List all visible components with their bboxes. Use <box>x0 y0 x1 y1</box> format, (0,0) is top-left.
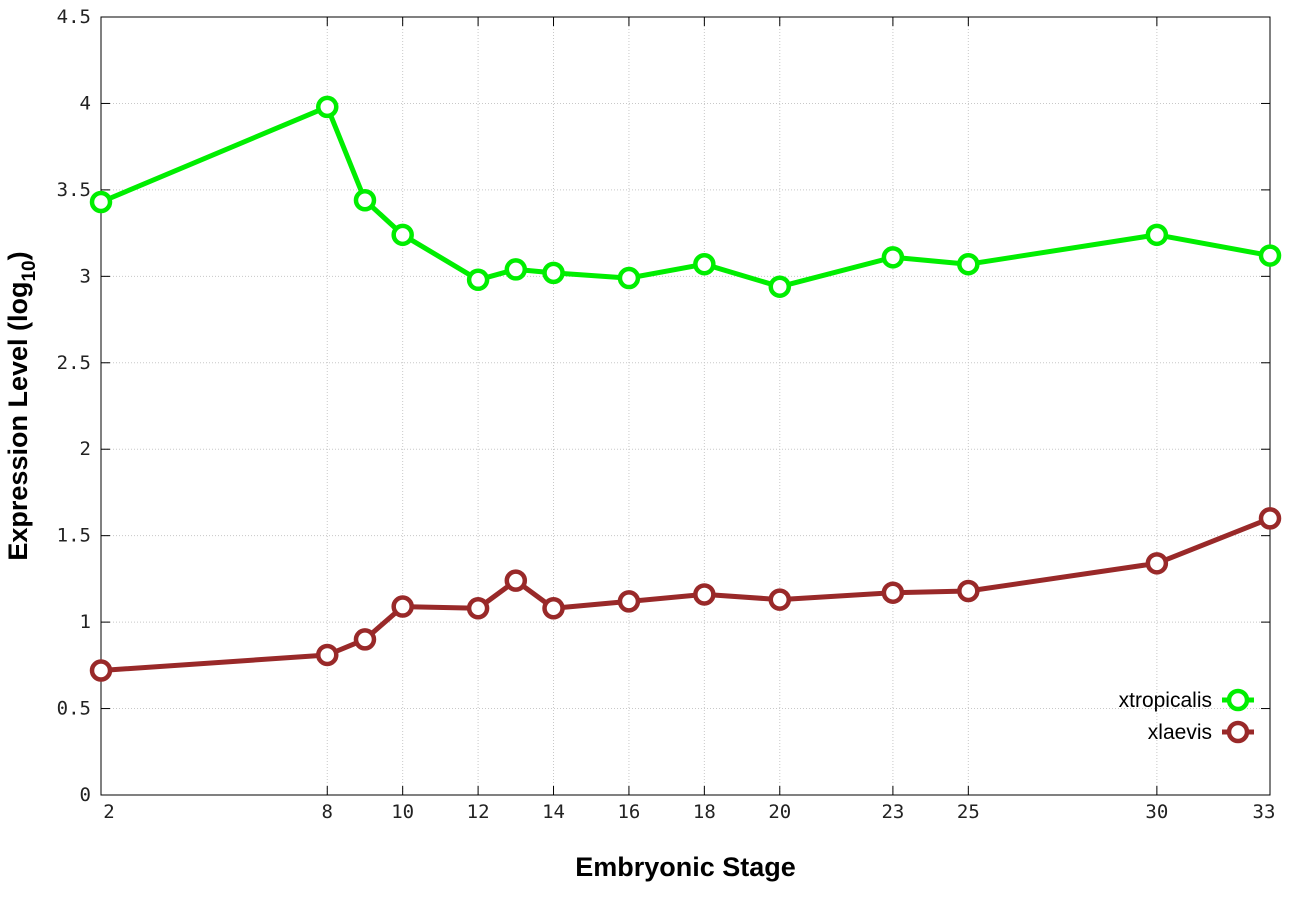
series-xtropicalis <box>89 95 1282 298</box>
legend-marker-xtropicalis <box>1226 688 1250 712</box>
data-point-xlaevis <box>353 628 377 651</box>
y-tick-label: 2.5 <box>57 352 91 374</box>
legend-item-xtropicalis: xtropicalis <box>1119 688 1254 712</box>
x-tick-label: 14 <box>542 801 565 823</box>
x-tick-label: 16 <box>617 801 640 823</box>
legend-label: xtropicalis <box>1119 689 1212 712</box>
x-tick-label: 33 <box>1253 801 1276 823</box>
data-point-xtropicalis <box>768 275 792 298</box>
x-tick-label: 2 <box>103 801 114 823</box>
series-line-xlaevis <box>100 516 1271 673</box>
y-tick-label: 0 <box>80 784 91 806</box>
x-tick-label: 30 <box>1145 801 1168 823</box>
data-point-xtropicalis <box>881 246 905 269</box>
data-point-xlaevis <box>881 581 905 604</box>
data-point-xlaevis <box>957 579 980 603</box>
data-point-xlaevis <box>617 590 641 613</box>
x-tick-label: 20 <box>768 801 791 823</box>
data-point-xlaevis <box>768 588 792 611</box>
data-point-xlaevis <box>693 583 716 606</box>
legend-marker-xlaevis <box>1226 720 1250 744</box>
series-line-xtropicalis <box>100 104 1271 290</box>
y-tick-label: 0.5 <box>57 698 91 720</box>
data-point-xtropicalis <box>1145 223 1169 247</box>
data-point-xtropicalis <box>89 190 113 214</box>
data-point-xtropicalis <box>316 95 339 119</box>
data-point-xlaevis <box>1258 507 1282 530</box>
data-point-xlaevis <box>504 569 528 592</box>
y-tick-label: 1.5 <box>57 525 91 547</box>
data-point-xtropicalis <box>353 189 377 212</box>
data-point-xtropicalis <box>957 252 980 276</box>
axis-ticks: 0 0.5 1 1.5 2 2.5 3 3.5 4 4.5 2 8 10 12 14 16 18 20 23 25 30… <box>57 6 1276 823</box>
legend-label: xlaevis <box>1148 721 1212 744</box>
y-tick-label: 3.5 <box>57 179 91 201</box>
x-tick-label: 18 <box>693 801 716 823</box>
y-tick-label: 2 <box>80 438 91 460</box>
data-point-xlaevis <box>391 595 414 618</box>
data-point-xlaevis <box>466 597 490 620</box>
data-point-xlaevis <box>89 659 113 682</box>
data-point-xtropicalis <box>542 261 565 285</box>
series-layer <box>89 95 1282 682</box>
y-tick-label: 1 <box>80 611 91 633</box>
data-point-xtropicalis <box>466 268 490 292</box>
y-axis-title-main: Expression Level (log <box>3 282 33 561</box>
data-point-xlaevis <box>1145 552 1169 575</box>
legend: xtropicalis xlaevis <box>1119 688 1254 744</box>
data-point-xtropicalis <box>391 223 414 247</box>
y-tick-label: 3 <box>80 265 91 287</box>
plot-frame <box>100 16 1271 796</box>
legend-item-xlaevis: xlaevis <box>1148 720 1254 744</box>
y-tick-label: 4.5 <box>57 6 91 28</box>
x-tick-label: 23 <box>881 801 904 823</box>
x-tick-label: 12 <box>467 801 490 823</box>
x-tick-label: 25 <box>957 801 980 823</box>
data-point-xtropicalis <box>504 258 528 281</box>
data-point-xtropicalis <box>1258 244 1282 267</box>
data-point-xtropicalis <box>617 266 641 290</box>
data-point-xtropicalis <box>693 252 716 276</box>
data-point-xlaevis <box>316 643 339 667</box>
x-axis-title: Embryonic Stage <box>575 852 796 882</box>
x-tick-label: 8 <box>322 801 333 823</box>
data-point-xlaevis <box>542 597 565 620</box>
grid-lines <box>101 17 1270 795</box>
y-tick-label: 4 <box>80 92 91 114</box>
y-axis-title-subscript: 10 <box>19 260 40 281</box>
y-axis-title-suffix: ) <box>3 251 33 260</box>
series-xlaevis <box>89 507 1282 682</box>
y-axis-title: Expression Level (log10) <box>3 251 40 560</box>
x-tick-label: 10 <box>391 801 414 823</box>
